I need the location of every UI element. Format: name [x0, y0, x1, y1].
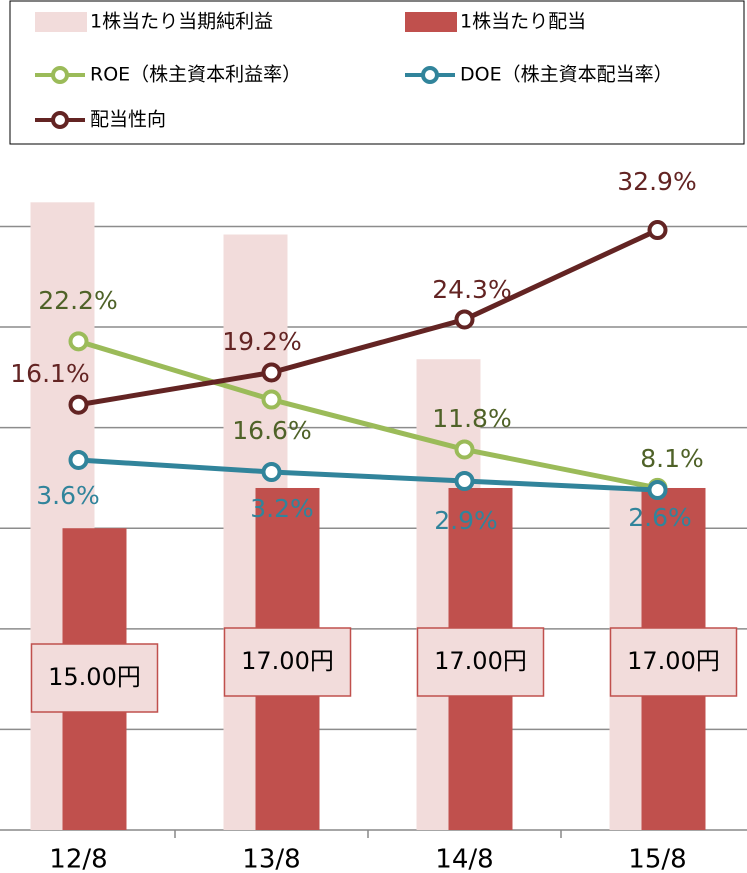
marker: [454, 309, 475, 330]
data-label: 11.8%: [432, 404, 511, 433]
legend-label: 1株当たり当期純利益: [90, 11, 273, 33]
marker: [261, 389, 282, 410]
line: [77, 338, 658, 491]
data-label: 19.2%: [222, 327, 301, 356]
legend-label: 1株当たり配当: [460, 11, 586, 33]
marker: [261, 461, 282, 482]
data-label-box: [416, 627, 545, 697]
marker: [647, 480, 668, 500]
legend-marker: [51, 66, 69, 84]
data-label: 32.9%: [617, 167, 696, 196]
data-label: 17.00円: [434, 647, 527, 675]
legend-marker: [421, 66, 439, 84]
legend-label: ROE（株主資本利益率）: [90, 64, 301, 86]
legend-box: [9, 0, 745, 145]
marker: [68, 331, 89, 352]
data-label-box: [30, 643, 159, 713]
data-label: 17.00円: [241, 647, 334, 675]
x-tick-label: 12/8: [49, 845, 107, 873]
line: [78, 457, 658, 493]
x-tick-label: 14/8: [435, 845, 493, 873]
line: [78, 227, 659, 408]
data-label: 2.9%: [434, 506, 498, 535]
legend-swatch: [405, 12, 457, 32]
data-label: 8.1%: [640, 444, 704, 473]
marker: [261, 362, 282, 383]
data-label: 3.6%: [36, 481, 100, 510]
marker: [68, 449, 89, 470]
marker: [647, 220, 668, 241]
data-label-box: [609, 627, 738, 697]
marker: [68, 394, 89, 415]
x-tick-label: 15/8: [628, 845, 686, 873]
data-label: 3.2%: [250, 494, 314, 523]
legend-marker: [51, 111, 69, 129]
data-label: 15.00円: [48, 663, 141, 691]
data-label: 24.3%: [432, 275, 511, 304]
legend-swatch: [35, 12, 87, 32]
data-label: 17.00円: [627, 647, 720, 675]
data-label: 16.6%: [232, 416, 311, 445]
data-label: 2.6%: [628, 503, 692, 532]
data-label-box: [223, 627, 352, 697]
x-tick-label: 13/8: [242, 845, 300, 873]
legend-label: DOE（株主資本配当率）: [460, 64, 673, 86]
marker: [454, 439, 475, 460]
data-label: 22.2%: [38, 286, 117, 315]
data-label: 16.1%: [10, 359, 89, 388]
legend-label: 配当性向: [90, 109, 166, 131]
marker: [454, 470, 475, 491]
